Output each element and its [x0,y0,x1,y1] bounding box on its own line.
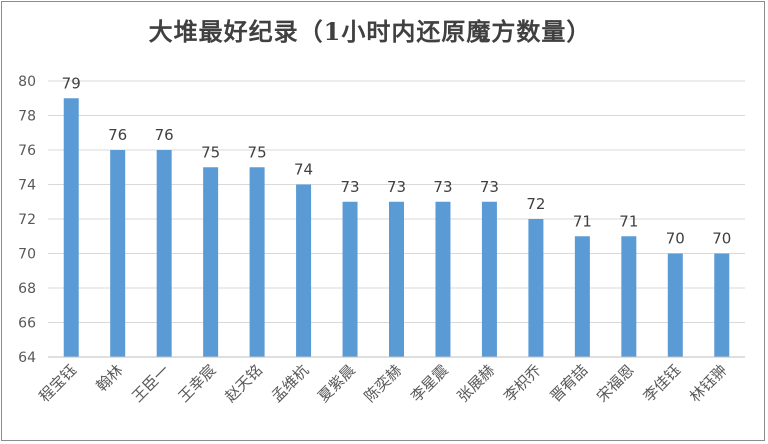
x-tick-label-9: 李星震 [407,361,452,406]
bar-2 [110,150,126,357]
x-tick-label-3: 王臣一 [128,361,173,406]
data-label-14: 70 [666,230,685,248]
y-tick-label-74: 74 [18,178,36,194]
x-tick-label-14: 李佳钰 [640,361,685,406]
x-tick-label-5: 赵天铭 [221,361,266,406]
x-tick-label-6: 孟维杭 [268,361,313,406]
bar-12 [574,236,590,357]
y-tick-label-80: 80 [18,74,36,90]
x-tick-label-8: 陈奕赫 [361,361,406,406]
data-label-8: 73 [387,178,406,196]
data-label-7: 73 [340,178,359,196]
y-tick-label-64: 64 [18,350,36,366]
bar-15 [714,253,730,357]
data-label-5: 75 [248,143,267,161]
data-label-2: 76 [108,126,127,144]
data-label-15: 70 [712,230,731,248]
bar-11 [528,219,544,357]
x-tick-label-4: 王幸宸 [175,361,220,406]
data-label-12: 71 [573,212,592,230]
bar-8 [389,201,404,357]
x-tick-label-12: 晋宥喆 [547,361,592,406]
bar-9 [435,201,451,357]
bar-4 [203,167,219,357]
data-label-13: 71 [619,212,638,230]
bar-6 [296,184,312,357]
bar-3 [156,150,172,357]
y-tick-label-68: 68 [18,281,36,297]
data-label-9: 73 [433,178,452,196]
x-tick-label-2: 翰林 [93,361,127,395]
y-tick-label-78: 78 [18,109,36,125]
data-label-3: 76 [155,126,174,144]
y-tick-label-72: 72 [18,212,36,228]
bar-5 [249,167,265,357]
bar-13 [621,236,637,357]
y-tick-label-66: 66 [18,316,36,332]
x-tick-label-13: 宋福恩 [593,361,638,406]
x-tick-label-1: 程宝钰 [36,361,81,406]
y-tick-label-70: 70 [18,247,36,263]
data-label-10: 73 [480,178,499,196]
x-tick-label-10: 张展赫 [454,361,499,406]
data-label-6: 74 [294,161,313,179]
x-tick-label-11: 李枳乔 [500,361,545,406]
bar-7 [342,201,358,357]
bar-14 [667,253,683,357]
x-tick-label-7: 夏紫晨 [314,361,359,406]
data-label-1: 79 [62,74,81,92]
bar-10 [481,201,497,357]
data-label-4: 75 [201,143,220,161]
chart-title: 大堆最好纪录（1小时内还原魔方数量） [148,17,592,46]
y-tick-label-76: 76 [18,143,36,159]
bar-1 [63,98,79,357]
data-label-11: 72 [526,195,545,213]
x-tick-label-15: 林钰翀 [686,361,731,406]
